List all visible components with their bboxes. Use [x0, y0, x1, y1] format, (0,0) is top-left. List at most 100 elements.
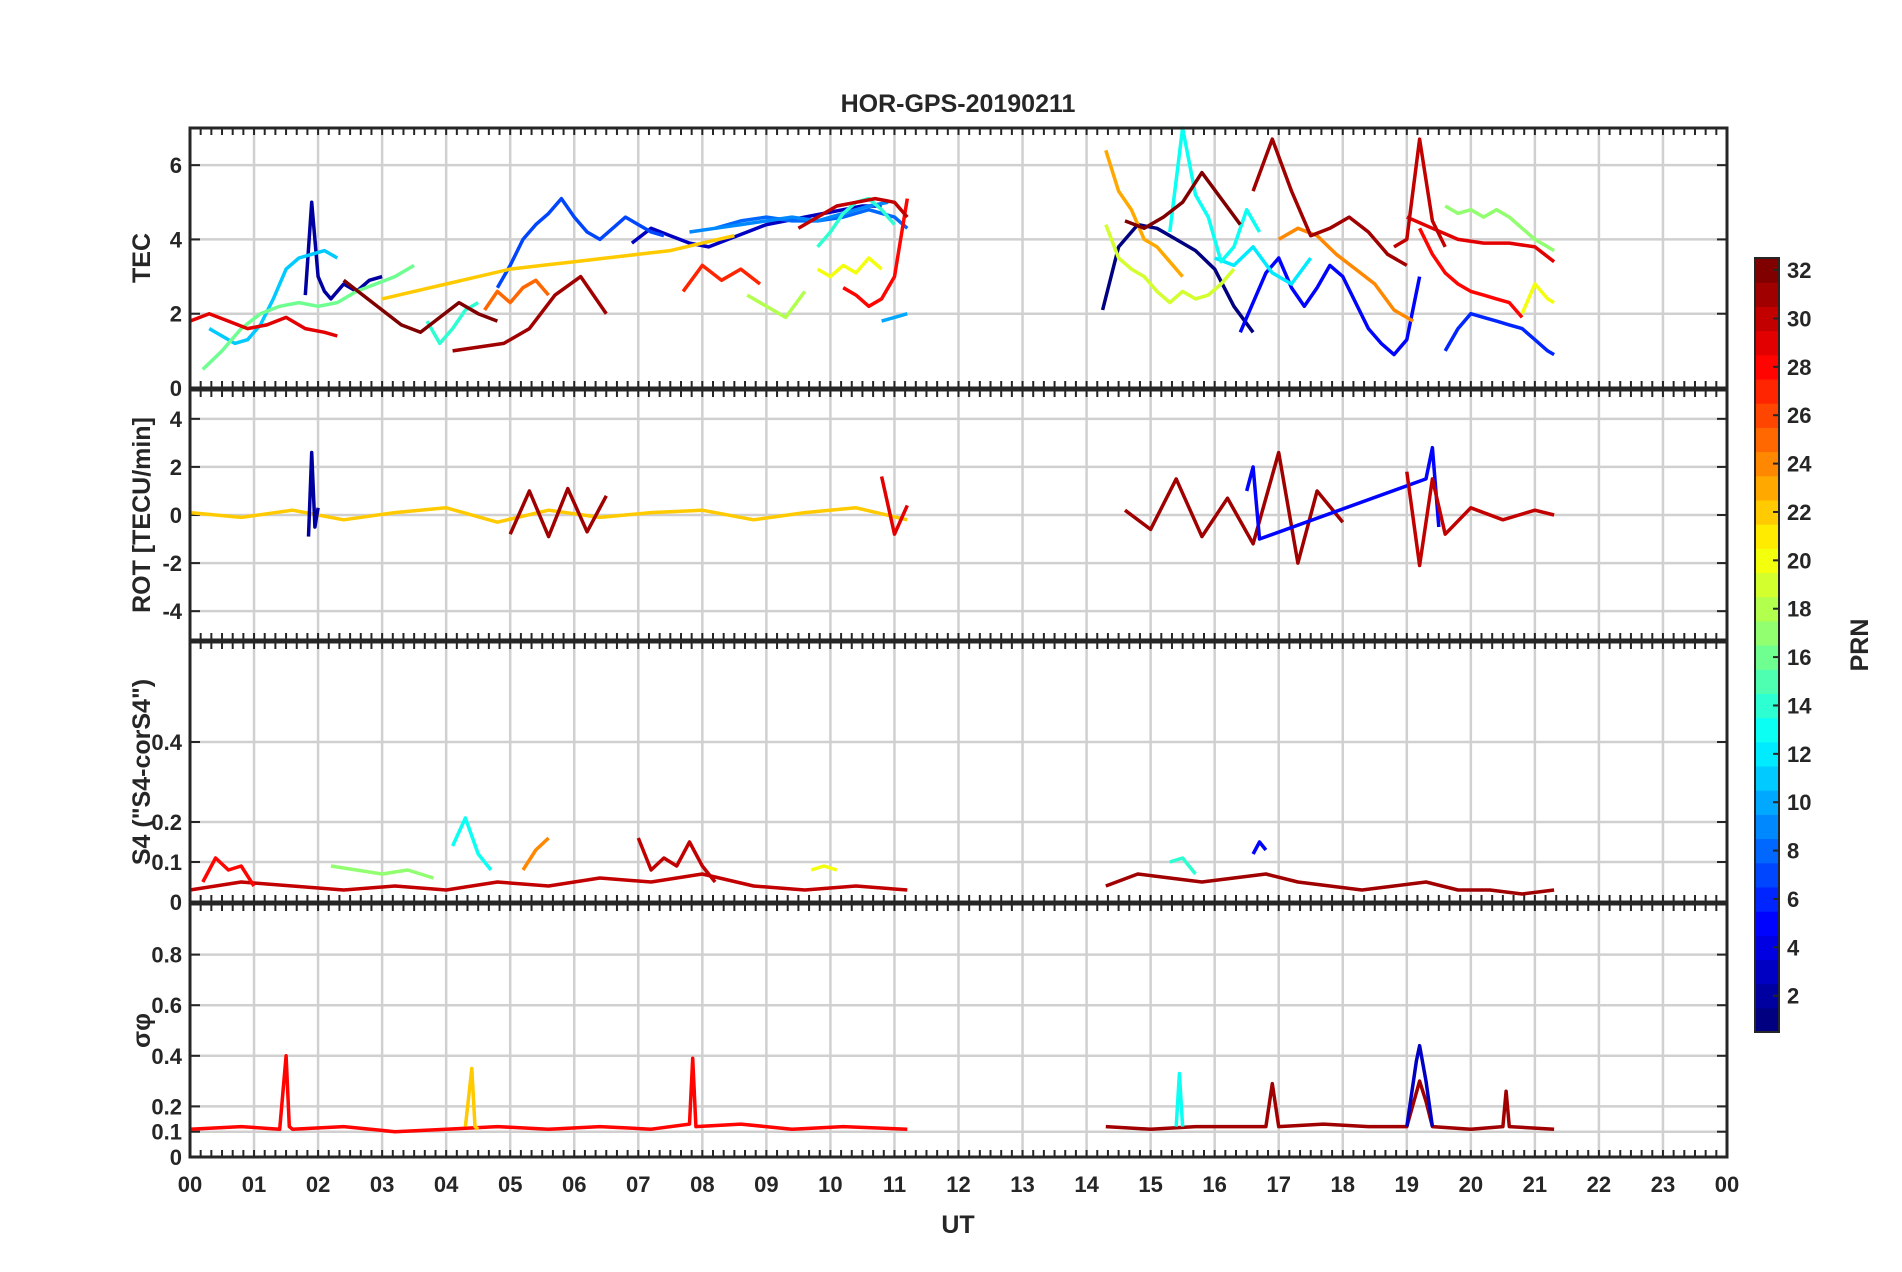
- axes-box: [188, 640, 1729, 904]
- y-tick-label: 0.6: [151, 993, 182, 1018]
- series-prn-31: [1251, 137, 1408, 267]
- colorbar-tick-label: 14: [1787, 693, 1812, 718]
- colorbar-tick-label: 8: [1787, 839, 1799, 864]
- series-prn-2: [303, 200, 383, 301]
- x-tick-label: 07: [626, 1172, 650, 1197]
- panel-rot: -4 -2 0 2 4 ROT [TECU/min]: [128, 388, 1729, 642]
- x-tick-label: 15: [1138, 1172, 1162, 1197]
- x-tick-label: 03: [370, 1172, 394, 1197]
- y-tick-label: 6: [170, 153, 182, 178]
- colorbar-cell: [1755, 427, 1779, 453]
- y-tick-label: 0.4: [151, 1044, 182, 1069]
- colorbar-cell: [1755, 862, 1779, 888]
- colorbar-cell: [1755, 475, 1779, 501]
- y-tick-label: 0.2: [151, 810, 182, 835]
- series-prn-28: [842, 198, 910, 309]
- series-prn-3: [1405, 1043, 1435, 1127]
- x-tick-label: 16: [1202, 1172, 1226, 1197]
- series-prn-29: [189, 311, 338, 338]
- x-tick-label: 19: [1395, 1172, 1419, 1197]
- series-prn-22: [463, 1066, 480, 1131]
- series-prn-23: [1104, 149, 1184, 278]
- y-tick-label: 4: [170, 407, 183, 432]
- y-tick-label: 0.8: [151, 943, 182, 968]
- series-prn-30: [636, 837, 717, 884]
- series-prn-31: [508, 486, 608, 539]
- x-tick-label: 20: [1459, 1172, 1483, 1197]
- colorbar-tick-label: 20: [1787, 548, 1811, 573]
- x-tick-label: 02: [306, 1172, 330, 1197]
- series-prn-12: [1214, 245, 1313, 286]
- colorbar-cell: [1755, 572, 1779, 598]
- x-tick-label: 22: [1587, 1172, 1611, 1197]
- x-tick-label: 06: [562, 1172, 586, 1197]
- axes-box: [188, 126, 1729, 390]
- series-prn-27: [681, 263, 762, 293]
- series-prn-13: [451, 816, 493, 872]
- colorbar-tick-label: 26: [1787, 403, 1811, 428]
- series-prn-32: [1124, 170, 1242, 231]
- colorbar-cell: [1755, 1007, 1779, 1033]
- y-tick-label: 0: [170, 503, 182, 528]
- y-tick-label: -4: [162, 599, 182, 624]
- x-tick-label: 08: [690, 1172, 714, 1197]
- panel-sigma: 00.10.2 0.4 0.6 0.8 σφ: [128, 902, 1729, 1170]
- x-tick-label: 00: [178, 1172, 202, 1197]
- colorbar-frame: [1754, 257, 1780, 1033]
- y-tick-label: 0: [170, 376, 182, 401]
- x-tick-label: 12: [946, 1172, 970, 1197]
- series-prn-9: [689, 200, 889, 234]
- chart-title: HOR-GPS-20190211: [841, 90, 1076, 118]
- x-tick-label: 10: [818, 1172, 842, 1197]
- series-prn-30: [797, 196, 909, 230]
- x-tick-label: 05: [498, 1172, 522, 1197]
- series-prn-24: [521, 836, 550, 871]
- colorbar-cell: [1755, 620, 1779, 646]
- colorbar-tick-label: 10: [1787, 790, 1811, 815]
- x-axis-label: UT: [941, 1211, 974, 1239]
- series-prn-22: [381, 233, 735, 301]
- series-prn-28: [1418, 227, 1524, 319]
- colorbar-tick-label: 30: [1787, 306, 1811, 331]
- colorbar-cell: [1755, 814, 1779, 840]
- series-prn-7: [495, 196, 665, 289]
- colorbar-cell: [1755, 330, 1779, 356]
- y-tick-label: 2: [170, 455, 182, 480]
- series-prn-30: [189, 872, 908, 892]
- series-prn-32: [342, 278, 499, 335]
- colorbar-tick-label: 2: [1787, 984, 1799, 1009]
- colorbar-tick-label: 18: [1787, 597, 1811, 622]
- colorbar-cell: [1755, 524, 1779, 549]
- colorbar-cell: [1755, 959, 1779, 985]
- panel-s4: 0 0.1 0.2 0.4S4 ("S4-corS4"): [128, 640, 1729, 915]
- colorbar-tick-label: 28: [1787, 355, 1811, 380]
- colorbar-cell: [1755, 765, 1779, 791]
- y-tick-label: 0: [170, 1145, 182, 1170]
- series-prn-1: [1100, 222, 1255, 334]
- colorbar-tick-label: 32: [1787, 258, 1811, 283]
- colorbar-tick-label: 22: [1787, 500, 1811, 525]
- colorbar-tick-label: 4: [1787, 935, 1800, 960]
- y-tick-label: 0.1: [151, 850, 182, 875]
- x-tick-label: 09: [754, 1172, 778, 1197]
- series-prn-28: [201, 856, 256, 887]
- series-prn-17: [1444, 204, 1555, 253]
- series-prn-13: [1174, 1071, 1185, 1127]
- colorbar-cell: [1755, 378, 1779, 404]
- y-axis-label: TEC: [128, 233, 156, 283]
- series-prn-20: [816, 256, 883, 279]
- series-prn-5: [1245, 445, 1441, 541]
- series-prn-29: [879, 476, 909, 536]
- colorbar-tick-label: 24: [1787, 452, 1812, 477]
- axes-box: [188, 388, 1729, 642]
- y-tick-label: 0.2: [151, 1094, 182, 1119]
- series-prn-18: [746, 290, 807, 320]
- x-tick-label: 21: [1523, 1172, 1547, 1197]
- series-prn-31: [452, 274, 608, 353]
- x-tick-label: 23: [1651, 1172, 1675, 1197]
- y-tick-label: -2: [162, 551, 182, 576]
- series-prn-31: [1105, 1079, 1555, 1131]
- colorbar-cell: [1755, 282, 1779, 307]
